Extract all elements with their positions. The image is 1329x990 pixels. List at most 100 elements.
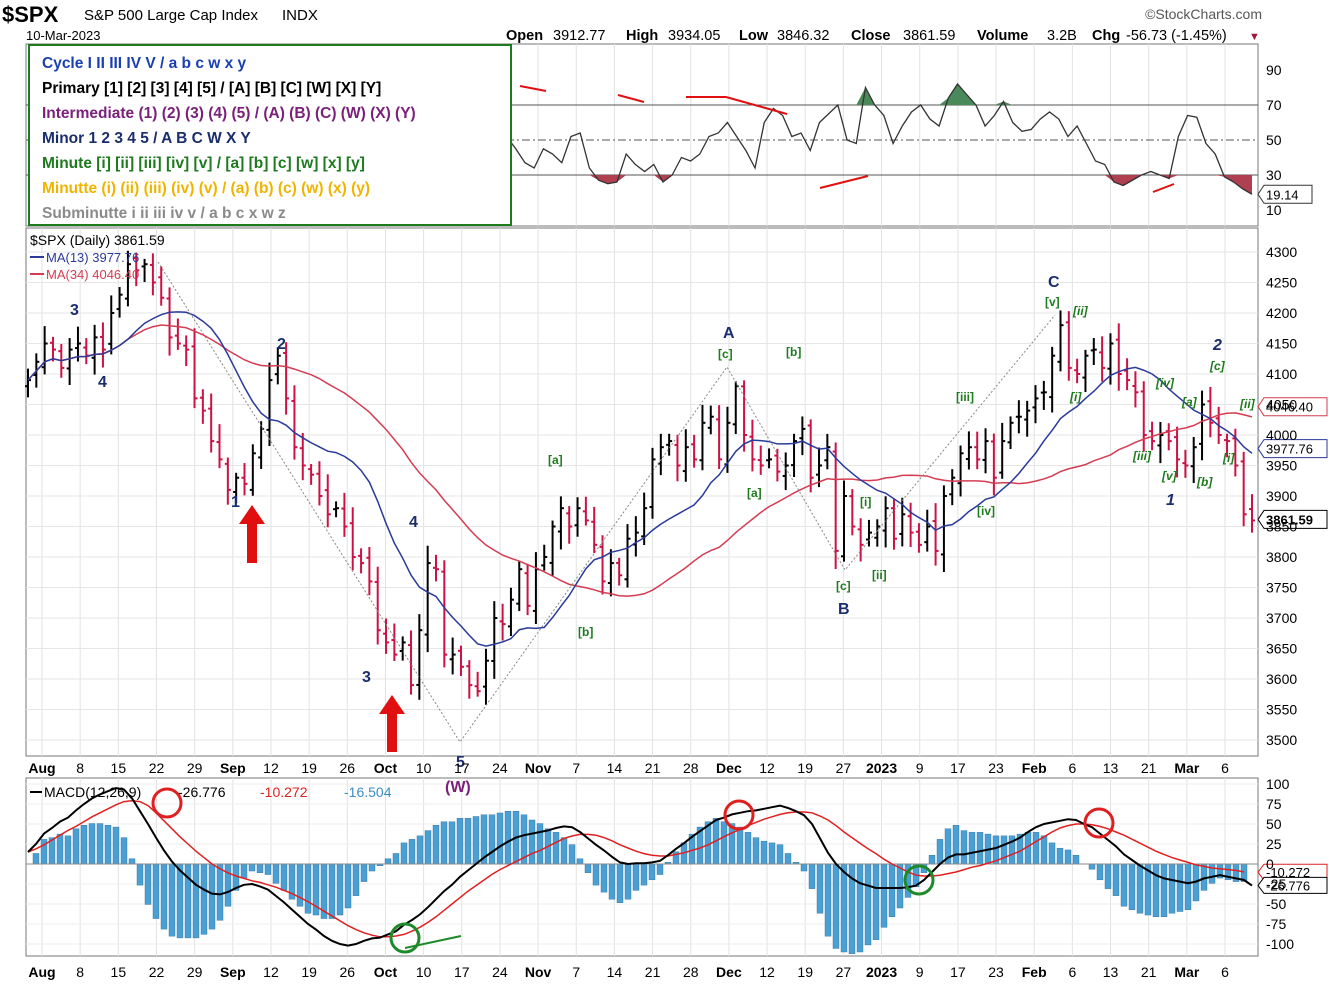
wave-legend-subminutte: Subminutte i ii iii iv v / a b c x w z bbox=[42, 205, 286, 222]
macd-histogram-bar bbox=[768, 842, 776, 865]
brand-logo: ©StockCharts.com bbox=[1145, 6, 1262, 22]
x-tick-label: Nov bbox=[525, 760, 552, 776]
y-tick-label: 50 bbox=[1266, 816, 1282, 832]
x-tick-label: 26 bbox=[340, 760, 356, 776]
macd-histogram-bar bbox=[200, 863, 208, 935]
x-tick-label: 19 bbox=[797, 760, 813, 776]
x-tick-label: 22 bbox=[149, 760, 165, 776]
macd-histogram-bar bbox=[592, 863, 600, 886]
macd-histogram-bar bbox=[832, 863, 840, 949]
sell-signal-circle bbox=[151, 787, 183, 819]
macd-histogram-bar bbox=[344, 863, 352, 909]
x-tick-label: 8 bbox=[76, 964, 84, 980]
y-tick-label: 4150 bbox=[1266, 336, 1297, 352]
x-tick-label: 19 bbox=[301, 964, 317, 980]
ma34-badge bbox=[1257, 397, 1328, 417]
ohlc-summary: Open 3912.77 High 3934.05 Low 3846.32 Cl… bbox=[506, 28, 1260, 44]
macd-histogram-bar bbox=[448, 821, 456, 865]
y-tick-label: 25 bbox=[1266, 836, 1282, 852]
macd-histogram-bar bbox=[600, 863, 608, 893]
macd-histogram-bar bbox=[504, 811, 512, 865]
x-tick-label: 7 bbox=[572, 964, 580, 980]
macd-histogram-bar bbox=[1152, 863, 1160, 917]
macd-panel bbox=[25, 777, 1259, 957]
wave-label: [a] bbox=[548, 453, 563, 467]
open-label: Open bbox=[506, 28, 543, 44]
macd-histogram-bar bbox=[784, 853, 792, 865]
macd-histogram-bar bbox=[952, 825, 960, 865]
macd-histogram-bar bbox=[640, 863, 648, 886]
macd-histogram-bar bbox=[576, 858, 584, 865]
x-tick-label: 15 bbox=[111, 964, 127, 980]
macd-histogram-bar bbox=[1104, 863, 1112, 889]
wave-legend-minutte: Minutte (i) (ii) (iii) (iv) (v) / (a) (b… bbox=[42, 180, 371, 197]
ma13-badge bbox=[1257, 439, 1328, 459]
divergence-line bbox=[819, 175, 869, 189]
y-tick-label: -50 bbox=[1266, 896, 1286, 912]
x-tick-label: 17 bbox=[454, 760, 470, 776]
rsi-annotations bbox=[519, 85, 1175, 193]
y-tick-label: -75 bbox=[1266, 916, 1286, 932]
macd-histogram-bar bbox=[128, 858, 136, 865]
x-tick-label: 26 bbox=[340, 964, 356, 980]
wave-label: [c] bbox=[718, 347, 733, 361]
macd-histogram-bar bbox=[632, 863, 640, 891]
macd-histogram-bar bbox=[336, 863, 344, 916]
macd-histogram-bar bbox=[168, 863, 176, 937]
macd-histogram-bar bbox=[1088, 863, 1096, 870]
macd-histogram-bar bbox=[488, 814, 496, 865]
macd-histogram-bar bbox=[120, 837, 128, 865]
signal-legend-value: -10.272 bbox=[260, 784, 308, 800]
rsi-oversold-fill bbox=[28, 175, 1252, 195]
x-tick-label: 22 bbox=[149, 964, 165, 980]
macd-histogram-bar bbox=[1000, 835, 1008, 865]
x-tick-label: 7 bbox=[572, 760, 580, 776]
macd-histogram-bar bbox=[440, 821, 448, 865]
macd-x-axis: Aug 8 15 22 29 Sep 12 19 26 Oct 10 17 24 Nov 7 14 21 28 De… bbox=[28, 964, 1229, 980]
wave-path-dotted bbox=[157, 261, 1056, 743]
x-tick-label: 12 bbox=[263, 760, 279, 776]
wave-label: [v] bbox=[1161, 469, 1178, 483]
x-tick-label: Aug bbox=[28, 964, 55, 980]
close-value: 3861.59 bbox=[903, 28, 955, 44]
wave-label: 3 bbox=[70, 302, 79, 319]
x-tick-label: 2023 bbox=[866, 760, 897, 776]
macd-histogram-bar bbox=[584, 863, 592, 874]
macd-histogram-bar bbox=[408, 839, 416, 865]
wave-label: [ii] bbox=[1239, 397, 1256, 411]
macd-histogram-bar bbox=[760, 840, 768, 865]
price-x-axis: Aug 8 15 22 29 Sep 12 19 26 Oct 10 17 24 Nov 7 14 21 28 De… bbox=[28, 760, 1229, 776]
macd-histogram-bar bbox=[624, 863, 632, 900]
macd-value: -26.776 bbox=[1266, 878, 1310, 893]
macd-badge bbox=[1257, 876, 1328, 894]
wave-label: 3 bbox=[362, 669, 371, 686]
macd-histogram-bar bbox=[160, 863, 168, 930]
low-value: 3846.32 bbox=[777, 28, 829, 44]
red-arrow-icon bbox=[239, 505, 265, 563]
wave-label: 2 bbox=[277, 336, 286, 353]
macd-histogram-bar bbox=[608, 863, 616, 900]
macd-histogram-bar bbox=[1072, 855, 1080, 865]
y-tick-label: 3650 bbox=[1266, 641, 1297, 657]
macd-histogram-bar bbox=[744, 832, 752, 865]
macd-histogram-bar bbox=[96, 823, 104, 865]
y-tick-label: -25 bbox=[1266, 876, 1286, 892]
y-tick-label: 50 bbox=[1266, 132, 1282, 148]
macd-histogram-bar bbox=[1160, 863, 1168, 917]
macd-histogram-bar bbox=[1032, 832, 1040, 865]
macd-histogram-bar bbox=[416, 835, 424, 865]
macd-histogram-bar bbox=[72, 828, 80, 865]
wave-label: [iii] bbox=[956, 390, 974, 404]
macd-legend: MACD(12,26,9) -26.776 -10.272 -16.504 bbox=[30, 784, 392, 800]
wave-legend-minor: Minor 1 2 3 4 5 / A B C W X Y bbox=[42, 130, 251, 147]
wave-label: [ii] bbox=[1072, 304, 1089, 318]
x-tick-label: 23 bbox=[988, 964, 1004, 980]
signal-line bbox=[27, 800, 1245, 938]
macd-histogram-bar bbox=[960, 830, 968, 865]
x-tick-label: 17 bbox=[950, 964, 966, 980]
exchange-label: INDX bbox=[282, 7, 318, 24]
price-layer: 4046.40 3977.76 3861.59 bbox=[25, 250, 1328, 705]
macd-histogram-bar bbox=[568, 844, 576, 865]
macd-histogram-bar bbox=[400, 842, 408, 865]
